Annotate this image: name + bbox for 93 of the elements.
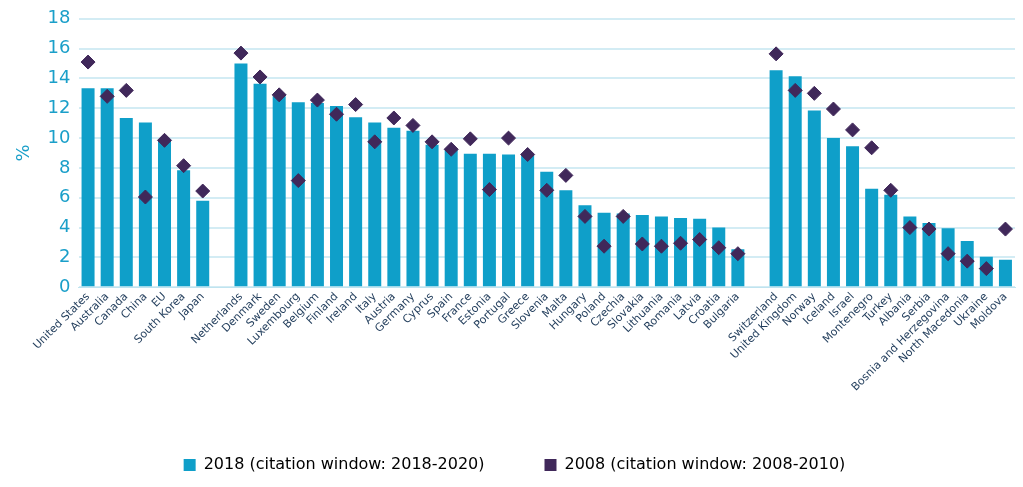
y-tick-label: 4 <box>59 215 71 237</box>
y-tick-label: 10 <box>47 125 71 147</box>
bar <box>826 138 840 287</box>
bar <box>100 88 114 287</box>
bar <box>425 144 439 287</box>
point <box>520 147 536 163</box>
bar <box>196 200 210 287</box>
point <box>577 208 593 224</box>
bar <box>865 188 879 287</box>
bar <box>444 149 458 287</box>
point <box>233 45 249 61</box>
bar <box>177 170 191 287</box>
bar <box>291 102 305 287</box>
point <box>539 182 555 198</box>
point <box>997 221 1013 237</box>
point <box>424 134 440 150</box>
point <box>481 182 497 198</box>
point <box>290 173 306 189</box>
point <box>864 140 880 156</box>
bar <box>158 140 172 287</box>
point <box>157 132 173 148</box>
bar <box>788 76 802 287</box>
bar <box>119 117 133 287</box>
point <box>80 54 96 70</box>
bar <box>253 83 267 287</box>
y-tick-label: 0 <box>59 274 71 296</box>
point <box>940 246 956 262</box>
point <box>787 82 803 98</box>
point <box>271 87 287 103</box>
point <box>825 101 841 117</box>
point <box>99 88 115 104</box>
point <box>730 246 746 262</box>
bar <box>521 155 535 287</box>
bar <box>272 96 286 287</box>
point <box>501 130 517 146</box>
bar <box>998 259 1012 287</box>
y-tick-label: 8 <box>59 155 71 177</box>
point <box>634 236 650 252</box>
y-tick-label: 12 <box>47 95 71 117</box>
bar <box>81 88 95 287</box>
point <box>367 134 383 150</box>
bar <box>540 171 554 287</box>
bar <box>310 103 324 287</box>
bar <box>406 130 420 287</box>
point <box>195 183 211 199</box>
bar <box>463 153 477 287</box>
y-tick-label: 14 <box>47 66 71 88</box>
point <box>443 141 459 157</box>
point <box>921 221 937 237</box>
point <box>596 238 612 254</box>
bar <box>349 117 363 287</box>
bar <box>846 146 860 287</box>
bar <box>502 154 516 287</box>
point <box>137 189 153 205</box>
point <box>386 110 402 126</box>
y-tick-label: 16 <box>47 36 71 58</box>
point <box>653 238 669 254</box>
bar <box>482 153 496 287</box>
y-tick-label: 6 <box>59 185 71 207</box>
y-tick-label: 2 <box>59 245 71 267</box>
point <box>405 117 421 133</box>
point <box>252 69 268 85</box>
point <box>329 106 345 122</box>
point <box>711 240 727 256</box>
point <box>462 131 478 147</box>
bar <box>884 194 898 287</box>
bar <box>138 122 152 287</box>
bar <box>368 122 382 287</box>
point <box>768 46 784 62</box>
point <box>615 208 631 224</box>
y-tick-label: 18 <box>47 6 71 28</box>
point <box>558 167 574 183</box>
legend-label: 2008 (citation window: 2008-2010) <box>564 454 846 474</box>
point <box>118 82 134 98</box>
y-axis-title: % <box>12 144 34 162</box>
point <box>978 261 994 277</box>
bar <box>330 106 344 287</box>
bar <box>807 110 821 287</box>
point <box>176 158 192 174</box>
point <box>845 122 861 138</box>
point <box>348 97 364 113</box>
point <box>902 220 918 236</box>
point <box>883 182 899 198</box>
bar <box>234 63 248 287</box>
bar <box>559 190 573 287</box>
bar <box>769 70 783 287</box>
point <box>959 253 975 269</box>
legend-label: 2018 (citation window: 2018-2020) <box>203 454 485 474</box>
point <box>309 92 325 108</box>
bar <box>387 127 401 287</box>
point <box>806 85 822 101</box>
point <box>673 235 689 251</box>
point <box>692 232 708 248</box>
